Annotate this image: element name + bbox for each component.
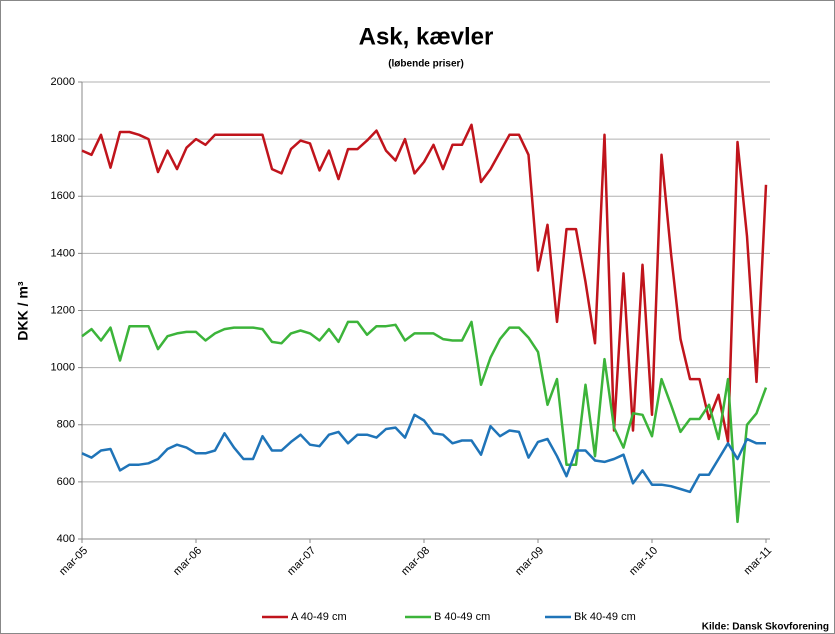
y-tick-label: 400 <box>57 533 75 545</box>
y-tick-label: 800 <box>57 419 75 431</box>
chart-subtitle: (løbende priser) <box>388 59 464 70</box>
y-axis-label: DKK / m³ <box>15 281 31 340</box>
data-line <box>81 413 766 494</box>
chart-title: Ask, kævler <box>359 23 494 50</box>
y-tick-label: 1800 <box>51 133 75 145</box>
y-tick-label: 1200 <box>51 304 75 316</box>
source: Kilde: Dansk Skovforening <box>702 622 829 633</box>
y-tick-label: 600 <box>57 476 75 488</box>
legend-label: B 40-49 cm <box>434 611 490 623</box>
legend-label: Bk 40-49 cm <box>574 611 636 623</box>
y-tick-label: 1600 <box>51 190 75 202</box>
y-tick-label: 2000 <box>51 76 75 88</box>
y-tick-label: 1400 <box>51 247 75 259</box>
y-tick-label: 1000 <box>51 362 75 374</box>
data-line <box>81 320 768 524</box>
legend-label: A 40-49 cm <box>291 611 347 623</box>
data-line <box>81 123 768 444</box>
